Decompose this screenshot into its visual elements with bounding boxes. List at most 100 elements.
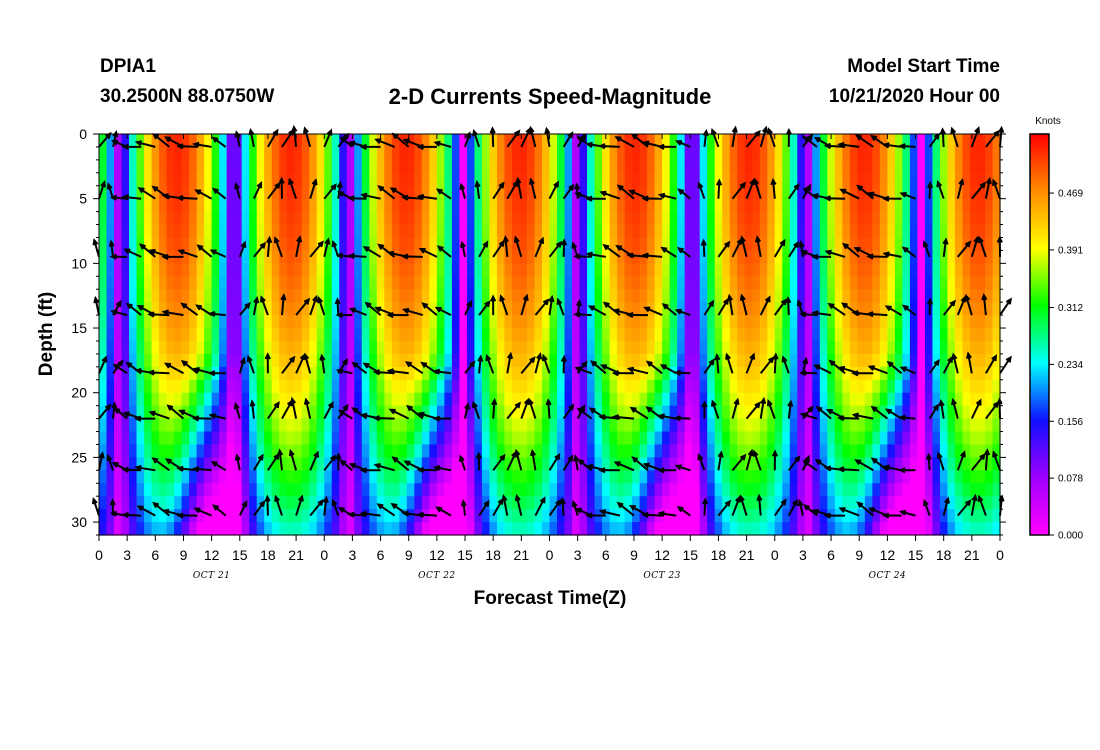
current-vector-shaft (194, 368, 212, 375)
current-vector-head (708, 299, 715, 307)
heatmap-cell (812, 211, 821, 226)
heatmap-cell (587, 198, 596, 213)
heatmap-cell (361, 172, 370, 187)
heatmap-cell (932, 418, 941, 433)
heatmap-cell (797, 328, 806, 342)
heatmap-cell (159, 522, 168, 536)
heatmap-cell (587, 134, 596, 148)
heatmap-cell (301, 366, 310, 381)
current-vector-shaft (884, 143, 902, 148)
current-vector-head (697, 181, 704, 189)
heatmap-cell (594, 146, 603, 161)
current-vector-head (951, 352, 958, 360)
heatmap-cell (264, 392, 273, 407)
heatmap-cell (241, 224, 250, 239)
heatmap-cell (842, 224, 851, 239)
heatmap-cell (271, 431, 280, 446)
heatmap-cell (722, 211, 731, 226)
current-vector-head (965, 351, 972, 359)
current-vector-shaft (787, 242, 799, 258)
current-vector-shaft (984, 178, 991, 199)
current-vector-head (303, 126, 309, 134)
heatmap-cell (129, 496, 138, 510)
current-vector-shaft (804, 504, 818, 517)
heatmap-cell (354, 276, 363, 290)
heatmap-cell (714, 302, 723, 316)
current-vector-shaft (434, 370, 452, 375)
heatmap-cell (977, 211, 986, 226)
heatmap-cell (526, 483, 536, 497)
heatmap-cell (939, 185, 949, 200)
heatmap-cell (774, 483, 783, 497)
heatmap-cell (684, 405, 693, 420)
heatmap-cell (481, 263, 491, 277)
current-vector-head (585, 195, 593, 202)
x-tick-label: 21 (739, 547, 755, 563)
heatmap-cell (842, 328, 851, 342)
heatmap-cell (834, 237, 843, 252)
day-label: OCT 24 (869, 571, 907, 581)
current-vector-shaft (548, 241, 562, 258)
heatmap-cell (541, 483, 551, 497)
heatmap-cell (264, 250, 273, 264)
heatmap-cell (451, 328, 460, 342)
heatmap-cell (504, 146, 513, 161)
current-vector-head (611, 370, 619, 377)
current-vector-head (208, 310, 216, 318)
heatmap-cell (924, 328, 934, 342)
heatmap-cell (436, 159, 445, 174)
heatmap-cell (812, 392, 821, 407)
heatmap-cell (902, 457, 911, 471)
heatmap-cell (797, 134, 806, 148)
heatmap-cell (879, 340, 888, 355)
heatmap-cell (767, 392, 776, 407)
current-vector-shaft (136, 141, 156, 148)
heatmap-cell (204, 392, 213, 407)
current-vector-head (176, 512, 184, 519)
heatmap-cell (369, 263, 378, 277)
heatmap-cell (579, 379, 588, 394)
heatmap-cell (594, 418, 603, 433)
heatmap-cell (587, 431, 596, 446)
heatmap-cell (166, 353, 175, 368)
heatmap-cell (406, 146, 415, 161)
current-vector-shaft (562, 240, 566, 257)
current-vector-shaft (234, 404, 241, 419)
heatmap-cell (526, 340, 536, 355)
heatmap-cell (654, 366, 663, 381)
current-vector-shaft (717, 299, 729, 316)
heatmap-cell (737, 405, 746, 420)
current-vector-shaft (985, 355, 997, 374)
colorbar-tick-label: 0.469 (1058, 189, 1083, 200)
heatmap-cell (354, 146, 363, 161)
heatmap-cell (496, 392, 506, 407)
heatmap-cell (279, 224, 288, 239)
heatmap-cell (647, 366, 656, 381)
heatmap-cell (624, 470, 633, 484)
heatmap-cell (309, 328, 318, 342)
current-vector-head (362, 362, 370, 369)
heatmap-cell (129, 340, 138, 355)
heatmap-cell (669, 198, 678, 213)
current-vector-shaft (252, 182, 263, 200)
heatmap-cell (699, 134, 708, 148)
heatmap-cell (872, 457, 881, 471)
heatmap-cell (226, 134, 235, 148)
heatmap-cell (189, 418, 198, 433)
heatmap-cell (444, 328, 453, 342)
heatmap-cell (114, 276, 123, 290)
heatmap-cell (249, 366, 258, 381)
current-vector-head (657, 413, 665, 420)
current-vector-head (711, 399, 717, 407)
heatmap-cell (459, 315, 468, 329)
current-vector-head (330, 183, 337, 191)
model-start-value: 10/21/2020 Hour 00 (828, 86, 1000, 107)
heatmap-cell (647, 457, 656, 471)
current-vector-shaft (323, 455, 336, 471)
heatmap-cell (279, 470, 288, 484)
current-vector-head (802, 356, 809, 365)
heatmap-cell (722, 263, 731, 277)
current-vector-head (386, 250, 395, 257)
heatmap-cell (594, 405, 603, 420)
heatmap-cell (391, 328, 400, 342)
